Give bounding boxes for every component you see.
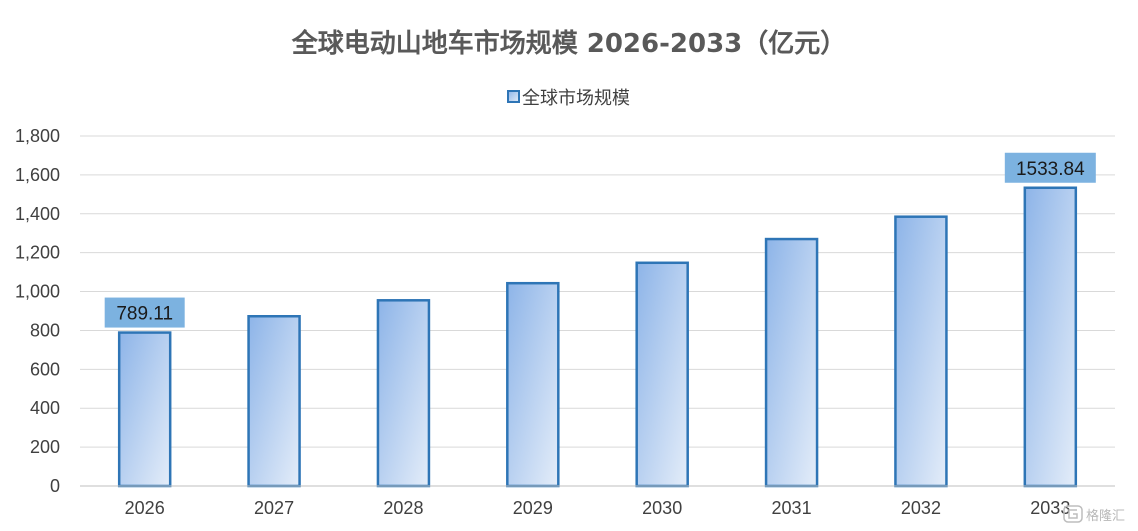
x-tick-label: 2031: [772, 498, 812, 518]
y-tick-label: 1,400: [15, 204, 60, 224]
bar: [1023, 186, 1078, 488]
y-tick-label: 0: [50, 476, 60, 496]
bar: [635, 261, 689, 488]
bar: [376, 299, 431, 488]
bar: [506, 281, 560, 488]
gridlines: [80, 135, 1115, 448]
x-tick-label: 2026: [125, 498, 165, 518]
bar: [117, 331, 172, 488]
legend: 全球市场规模: [507, 88, 630, 109]
watermark: 格隆汇: [1063, 505, 1125, 524]
x-tick-label: 2028: [383, 498, 423, 518]
legend-label: 全球市场规模: [522, 88, 630, 109]
x-tick-label: 2029: [513, 498, 553, 518]
y-axis-ticks: 0 200 400 600 800 1,000 1,200 1,400 1,600 1,800: [15, 126, 60, 496]
y-tick-label: 1,600: [15, 165, 60, 185]
bar: [764, 237, 819, 488]
x-tick-label: 2030: [642, 498, 682, 518]
data-label-box: [1004, 152, 1096, 183]
x-tick-label: 2032: [901, 498, 941, 518]
glh-logo-icon: [1063, 505, 1083, 523]
data-label: 1533.84: [1016, 159, 1085, 180]
y-tick-label: 600: [30, 359, 60, 379]
chart-title: 全球电动山地车市场规模 2026-2033（亿元）: [291, 28, 847, 59]
y-tick-label: 1,000: [15, 282, 60, 302]
x-axis-ticks: 2026 2027 2028 2029 2030 2031 2032 2033: [125, 498, 1071, 518]
bar: [894, 215, 948, 488]
y-tick-label: 800: [30, 320, 60, 340]
bar: [247, 315, 301, 488]
data-labels: 789.11 1533.84: [104, 152, 1096, 328]
x-tick-label: 2027: [254, 498, 294, 518]
data-label: 789.11: [116, 304, 173, 325]
y-tick-label: 1,800: [15, 126, 60, 146]
y-tick-label: 400: [30, 398, 60, 418]
y-tick-label: 200: [30, 437, 60, 457]
y-tick-label: 1,200: [15, 243, 60, 263]
watermark-text: 格隆汇: [1086, 508, 1125, 524]
legend-swatch: [507, 90, 520, 103]
x-tick-label: 2033: [1030, 498, 1070, 518]
bars: [117, 186, 1078, 488]
data-label-box: [104, 297, 185, 328]
